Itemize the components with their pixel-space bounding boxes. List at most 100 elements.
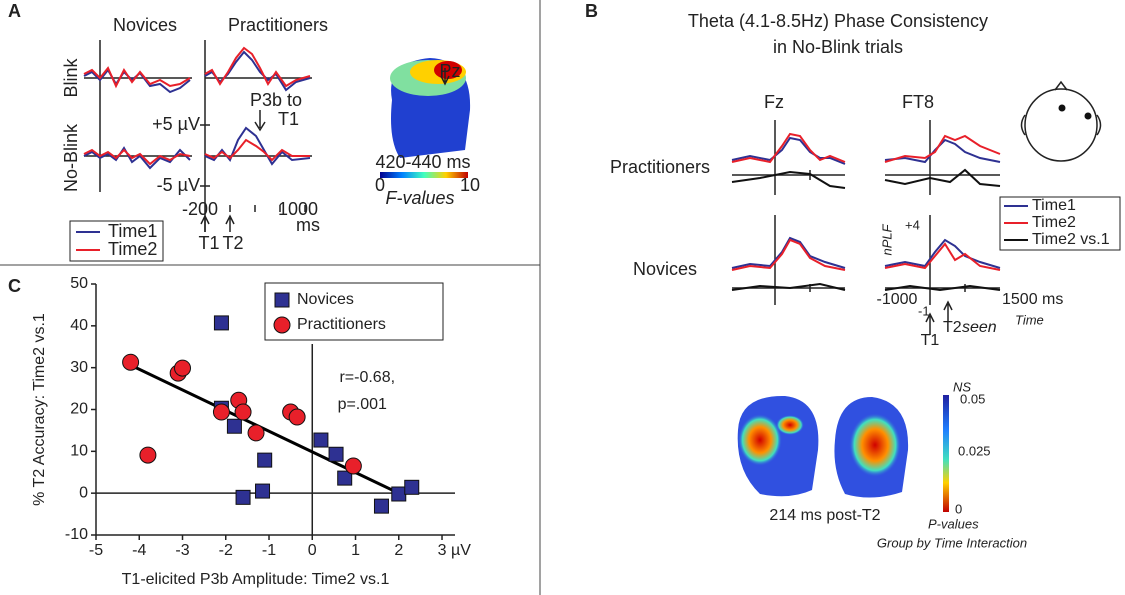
panel-title: Theta (4.1-8.5Hz) Phase Consistency xyxy=(688,11,988,31)
point xyxy=(328,446,344,462)
colorbar-label: 0.025 xyxy=(958,443,991,458)
scale-label: +4 xyxy=(905,217,920,232)
row-label: Blink xyxy=(61,57,81,97)
column-label: Practitioners xyxy=(228,15,328,35)
colorbar-label: 0 xyxy=(955,501,962,516)
legend-swatch xyxy=(274,292,290,308)
time-label: -200 xyxy=(182,199,218,219)
x-unit: µV xyxy=(451,542,471,559)
point xyxy=(226,418,242,434)
annotation: r=-0.68, xyxy=(339,369,395,386)
arrow xyxy=(200,214,235,232)
event-label: T2 xyxy=(222,233,243,253)
colorbar xyxy=(380,172,468,178)
legend-label: Time1 xyxy=(108,221,157,241)
y-tick-label: 0 xyxy=(79,484,88,501)
x-tick-label: -1 xyxy=(262,542,276,559)
window-label: 420-440 ms xyxy=(375,152,470,172)
legend-label: Time2 xyxy=(108,239,157,259)
panel-title: in No-Blink trials xyxy=(773,37,903,57)
topomap xyxy=(737,395,909,498)
row-label: Novices xyxy=(633,259,697,279)
panel-label: A xyxy=(8,1,21,21)
event-offset: -1 xyxy=(918,303,930,318)
time-label: -1000 xyxy=(877,291,918,308)
y-tick-label: 30 xyxy=(70,359,88,376)
topomap xyxy=(390,58,471,158)
point xyxy=(247,424,265,442)
y-tick-label: 50 xyxy=(70,275,88,292)
point xyxy=(344,457,362,475)
x-tick-label: 2 xyxy=(394,542,403,559)
point xyxy=(391,486,407,502)
panel-label: B xyxy=(585,1,598,21)
time-label: 1000 xyxy=(278,199,318,219)
x-tick-label: 3 xyxy=(438,542,447,559)
point xyxy=(235,489,251,505)
panel-label: C xyxy=(8,276,21,296)
event-label: T1 xyxy=(198,233,219,253)
event-label: T1 xyxy=(921,332,940,349)
legend-swatch xyxy=(273,316,291,334)
point xyxy=(337,470,353,486)
electrode-label: Pz xyxy=(439,61,460,81)
point xyxy=(122,353,140,371)
row-label: No-Blink xyxy=(61,123,81,192)
column-label: Fz xyxy=(764,92,784,112)
annotation: T1 xyxy=(278,109,299,129)
legend-label: Practitioners xyxy=(297,316,386,333)
colorbar-title: F-values xyxy=(385,188,454,208)
y-tick-label: 20 xyxy=(70,401,88,418)
y-axis-title: % T2 Accuracy: Time2 vs.1 xyxy=(31,313,48,506)
x-tick-label: -2 xyxy=(219,542,233,559)
erp-waves xyxy=(83,46,311,170)
event-label: seen xyxy=(962,319,997,336)
arrow xyxy=(254,110,266,132)
point xyxy=(404,479,420,495)
point xyxy=(257,452,273,468)
colorbar-label: 0.05 xyxy=(960,391,985,406)
colorbar-label: 10 xyxy=(460,175,480,195)
point xyxy=(174,359,192,377)
column-label: FT8 xyxy=(902,92,934,112)
point xyxy=(255,483,271,499)
colorbar-title: P-values xyxy=(928,516,979,531)
point xyxy=(373,498,389,514)
scale-label: +5 µV xyxy=(152,114,200,134)
y-tick-label: 10 xyxy=(70,443,88,460)
x-axis-title: T1-elicited P3b Amplitude: Time2 vs.1 xyxy=(122,571,390,588)
arrow xyxy=(925,300,953,335)
x-tick-label: -5 xyxy=(89,542,103,559)
legend-label: Time1 xyxy=(1032,197,1076,214)
topo-caption: 214 ms post-T2 xyxy=(769,507,880,524)
legend-label: Novices xyxy=(297,291,354,308)
plf-waves xyxy=(731,132,1001,292)
point xyxy=(288,408,306,426)
colorbar-label: 0 xyxy=(375,175,385,195)
point xyxy=(313,432,329,448)
legend xyxy=(264,282,444,341)
time-title: Time xyxy=(1015,312,1044,327)
x-tick-label: 1 xyxy=(351,542,360,559)
point xyxy=(212,403,230,421)
scale-label: -5 µV xyxy=(157,175,200,195)
point xyxy=(234,403,252,421)
point xyxy=(139,446,157,464)
colorbar-caption: Group by Time Interaction xyxy=(877,535,1027,550)
annotation: P3b to xyxy=(250,90,302,110)
legend-label: Time2 xyxy=(1032,214,1076,231)
y-tick-label: 40 xyxy=(70,317,88,334)
head-diagram xyxy=(1020,80,1102,162)
legend xyxy=(69,220,164,262)
time-label: 1500 ms xyxy=(1002,291,1063,308)
scale-title: nPLF xyxy=(879,223,894,255)
annotation: p=.001 xyxy=(338,396,387,413)
legend-label: Time2 vs.1 xyxy=(1032,231,1110,248)
x-tick-label: -4 xyxy=(132,542,146,559)
point xyxy=(213,315,229,331)
row-label: Practitioners xyxy=(610,157,710,177)
x-tick-label: -3 xyxy=(175,542,189,559)
colorbar-label: NS xyxy=(953,379,971,394)
time-unit: ms xyxy=(296,215,320,235)
x-tick-label: 0 xyxy=(308,542,317,559)
